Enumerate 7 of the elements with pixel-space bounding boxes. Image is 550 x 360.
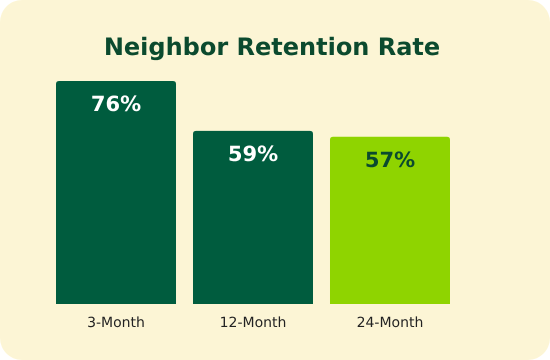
x-tick-label: 12-Month	[220, 315, 286, 331]
data-label: 59%	[228, 142, 278, 166]
x-tick-label: 3-Month	[87, 315, 145, 331]
chart-title: Neighbor Retention Rate	[104, 33, 440, 61]
x-tick-label: 24-Month	[356, 315, 424, 331]
data-label: 57%	[364, 148, 416, 172]
data-label: 76%	[90, 92, 142, 116]
